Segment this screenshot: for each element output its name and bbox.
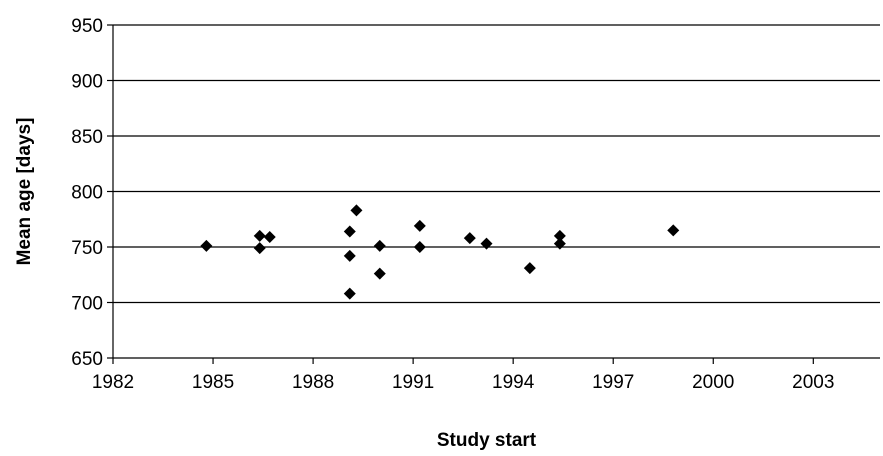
data-point — [343, 249, 356, 262]
data-point — [553, 229, 566, 242]
data-point — [253, 229, 266, 242]
x-tick-label: 1991 — [392, 372, 434, 393]
y-tick-label: 700 — [71, 294, 103, 315]
y-tick-label: 950 — [71, 16, 103, 37]
x-tick-label: 1997 — [592, 372, 634, 393]
x-tick-label: 1994 — [492, 372, 535, 393]
y-tick-label: 850 — [71, 127, 103, 148]
gridlines — [113, 24, 880, 304]
data-point — [373, 267, 386, 280]
x-axis-title: Study start — [437, 430, 537, 451]
data-point — [263, 231, 276, 244]
data-point — [343, 225, 356, 238]
y-tick-label: 900 — [71, 72, 103, 93]
axes — [107, 24, 880, 364]
y-tick-label: 800 — [71, 183, 103, 204]
data-point — [373, 239, 386, 252]
data-point — [463, 232, 476, 245]
x-tick-label: 1988 — [292, 372, 334, 393]
data-point — [553, 237, 566, 250]
x-tick-label: 2000 — [692, 372, 734, 393]
y-tick-label: 750 — [71, 238, 103, 259]
data-point — [413, 241, 426, 253]
data-points — [200, 204, 680, 300]
x-tick-label: 1982 — [92, 372, 134, 393]
data-point — [523, 262, 536, 275]
data-point — [667, 224, 680, 237]
data-point — [200, 239, 213, 252]
data-point — [413, 219, 426, 232]
x-tick-labels: 1982 1985 1988 1991 1994 1997 2000 2003 — [92, 372, 835, 393]
data-point — [343, 287, 356, 300]
x-tick-label: 1985 — [192, 372, 234, 393]
data-point — [480, 237, 493, 250]
y-axis-title: Mean age [days] — [14, 118, 35, 266]
data-point — [253, 242, 266, 255]
y-tick-labels: 650 700 750 800 850 900 950 — [71, 16, 103, 370]
data-point — [350, 204, 363, 217]
y-tick-label: 650 — [71, 349, 103, 370]
x-tick-label: 2003 — [792, 372, 834, 393]
